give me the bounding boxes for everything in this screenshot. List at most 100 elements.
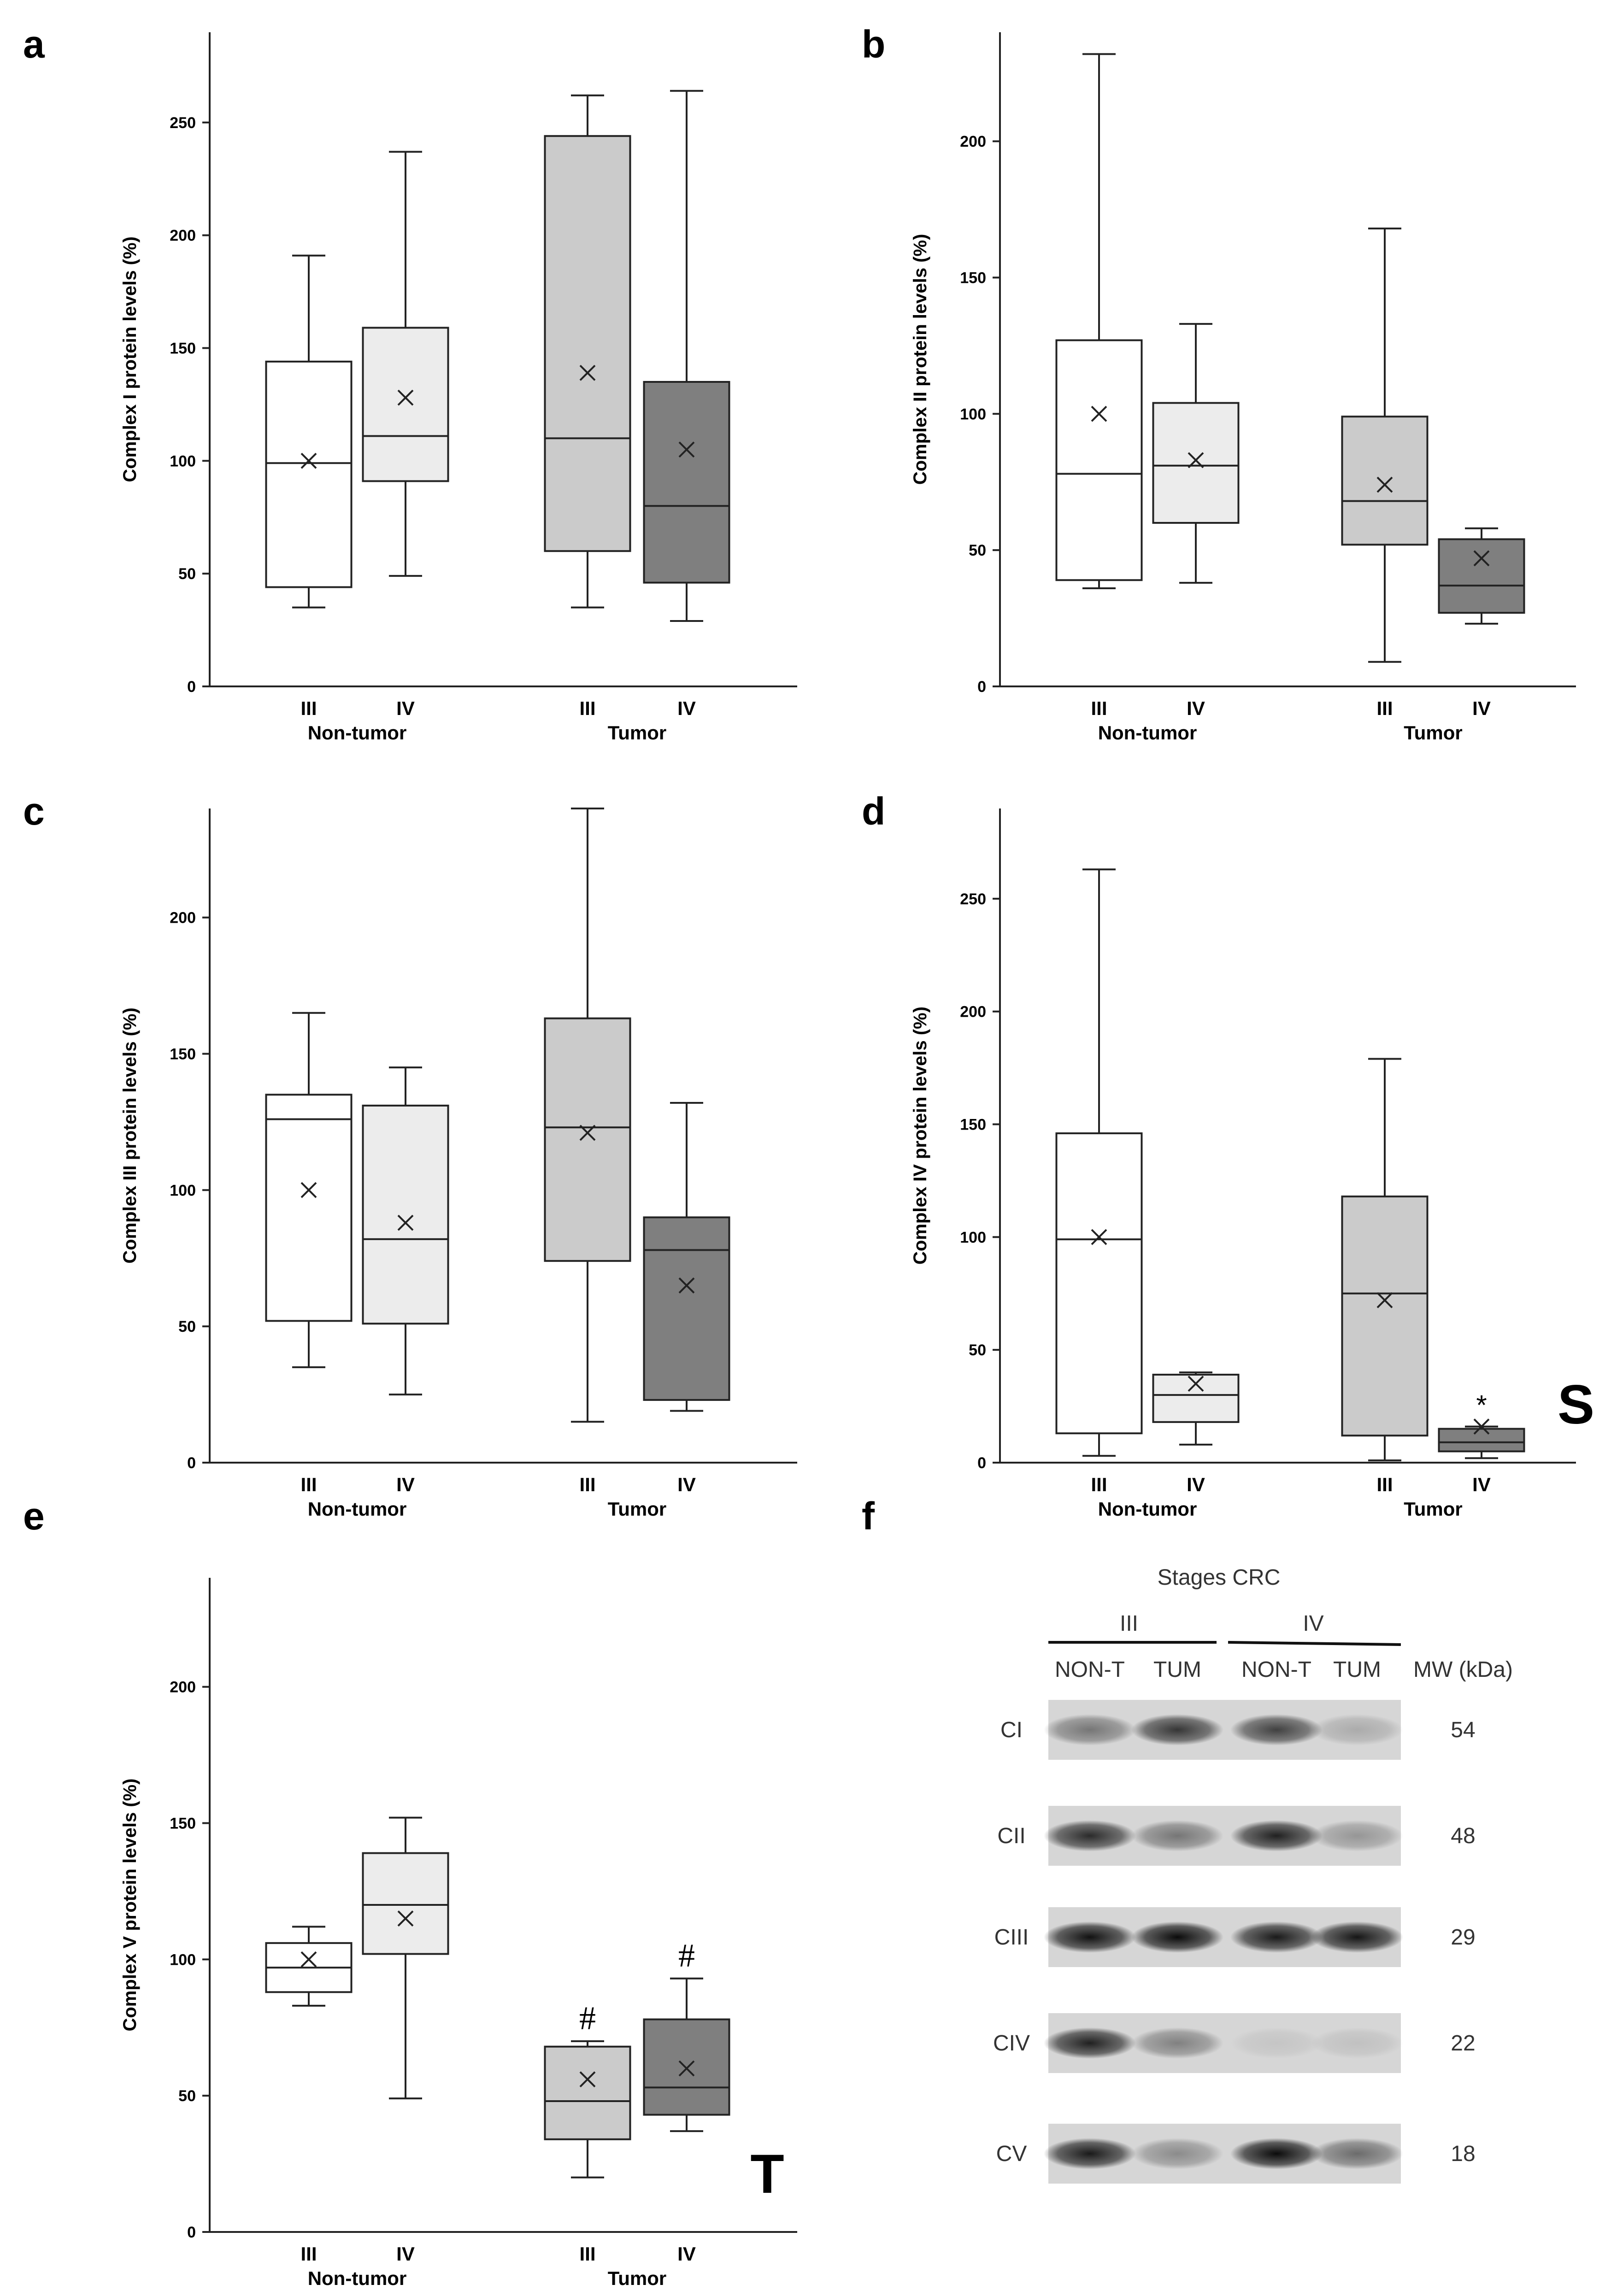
box-iqr	[1055, 1132, 1143, 1435]
panel-letter-d: d	[862, 790, 885, 833]
mean-marker	[300, 452, 317, 469]
mean-marker	[1188, 452, 1204, 469]
box-iqr	[544, 2045, 631, 2140]
blot-band	[1311, 1820, 1403, 1851]
mean-marker	[300, 1182, 317, 1198]
mean-marker	[678, 2060, 695, 2077]
blot-band	[1311, 2138, 1403, 2169]
blot-row-label: CV	[996, 2142, 1027, 2166]
mean-marker	[397, 1910, 414, 1927]
blot-band	[1044, 1820, 1136, 1851]
y-tick-label: 100	[170, 1182, 196, 1199]
stage-label: III	[300, 2243, 317, 2265]
significance-marker: #	[678, 1937, 695, 1974]
blot-row-ciii: CIII 29	[994, 1907, 1476, 1967]
blot-band	[1131, 2138, 1223, 2169]
y-tick-label: 250	[960, 890, 986, 908]
blot-title: Stages CRC	[1158, 1565, 1281, 1590]
panel-d: d 0 50 100 150 200 250 Complex IV protein level…	[862, 790, 1594, 1520]
y-tick-label: 100	[170, 452, 196, 470]
box-iqr	[1341, 1195, 1429, 1437]
blot-band	[1311, 2027, 1403, 2059]
box-tumor-iii: III	[544, 2040, 631, 2265]
stage-label: III	[579, 697, 595, 719]
y-tick-label: 250	[170, 114, 196, 132]
stage-label: IV	[396, 1474, 415, 1495]
blot-band	[1044, 2138, 1136, 2169]
blot-band	[1230, 1714, 1323, 1745]
stage-label: IV	[1187, 1474, 1205, 1495]
blot-row-label: CII	[997, 1824, 1025, 1848]
box-tumor-iii: III	[544, 808, 631, 1495]
group-label: Non-tumor	[1098, 1498, 1197, 1520]
box-iqr	[1341, 416, 1429, 546]
y-tick-label: 150	[170, 1046, 196, 1063]
box-tumor-iv: IV	[1438, 1418, 1525, 1495]
group-label: Non-tumor	[308, 2267, 407, 2289]
panel-letter-f: f	[862, 1494, 875, 1538]
y-tick-label: 50	[178, 2087, 196, 2105]
y-tick-label: 150	[960, 1116, 986, 1134]
mean-marker	[579, 364, 596, 381]
blot-band	[1230, 1820, 1323, 1851]
blot-band	[1230, 2027, 1323, 2059]
box-tumor-iv: IV	[1438, 527, 1525, 719]
stage-label: IV	[1472, 1474, 1491, 1495]
box-non-tumor-iii: III	[1055, 53, 1143, 719]
blot-lane-label: TUM	[1153, 1658, 1201, 1682]
y-tick-label: 150	[960, 269, 986, 287]
group-label: Tumor	[1404, 722, 1463, 744]
mean-marker	[300, 1951, 317, 1968]
box-iqr	[265, 360, 353, 588]
stage-label: IV	[1472, 697, 1491, 719]
panel-letter-b: b	[862, 23, 885, 66]
box-iqr	[1438, 538, 1525, 614]
box-non-tumor-iv: IV	[362, 151, 449, 719]
significance-marker: #	[579, 2000, 596, 2037]
blot-band	[1131, 2027, 1223, 2059]
stage-label: III	[1091, 1474, 1107, 1495]
blot-mw-header: MW (kDa)	[1413, 1658, 1513, 1682]
mean-marker	[1473, 550, 1490, 567]
y-tick-label: 50	[178, 565, 196, 583]
mean-marker	[678, 441, 695, 458]
y-tick-label: 200	[170, 1679, 196, 1696]
box-non-tumor-iii: III	[1055, 868, 1143, 1495]
y-axis-title: Complex II protein levels (%)	[910, 234, 930, 485]
panel-b: b 0 50 100 150 200 Complex II protein levels (…	[862, 23, 1576, 744]
stage-label: III	[1376, 1474, 1393, 1495]
blot-band	[1044, 1714, 1136, 1745]
box-iqr	[643, 1216, 730, 1401]
box-tumor-iii: III	[1341, 1058, 1429, 1495]
box-iqr	[544, 1017, 631, 1262]
blot-mw-value: 54	[1451, 1718, 1475, 1742]
blot-band	[1311, 1714, 1403, 1745]
box-iqr	[265, 1094, 353, 1322]
mean-marker	[1376, 1292, 1393, 1308]
blot-lane-label: NON-T	[1055, 1658, 1125, 1682]
blot-band	[1230, 2138, 1323, 2169]
y-tick-label: 0	[977, 1454, 986, 1472]
blot-mw-value: 29	[1451, 1925, 1475, 1950]
blot-band	[1131, 1820, 1223, 1851]
mean-marker	[579, 1125, 596, 1141]
blot-band	[1044, 1921, 1136, 1953]
box-tumor-iv: IV	[643, 1102, 730, 1495]
box-non-tumor-iv: IV	[362, 1066, 449, 1495]
blot-row-ci: CI 54	[1000, 1700, 1476, 1760]
panel-letter-c: c	[23, 790, 45, 833]
mean-marker	[1473, 1418, 1490, 1435]
stage-bracket-iv	[1228, 1641, 1401, 1646]
stage-label: III	[579, 1474, 595, 1495]
western-blot-panel: f Stages CRC III IV NON-T TUM NON-T TUM MW (kDa)…	[862, 1494, 1513, 2184]
blot-lane-label: NON-T	[1241, 1658, 1311, 1682]
blot-band	[1131, 1921, 1223, 1953]
y-tick-label: 50	[178, 1318, 196, 1335]
y-tick-label: 150	[170, 1815, 196, 1833]
panel-letter-e: e	[23, 1494, 45, 1538]
blot-band	[1131, 1714, 1223, 1745]
panel-letter-a: a	[23, 23, 45, 66]
box-iqr	[362, 1852, 449, 1955]
blot-row-cv: CV 18	[996, 2124, 1476, 2184]
